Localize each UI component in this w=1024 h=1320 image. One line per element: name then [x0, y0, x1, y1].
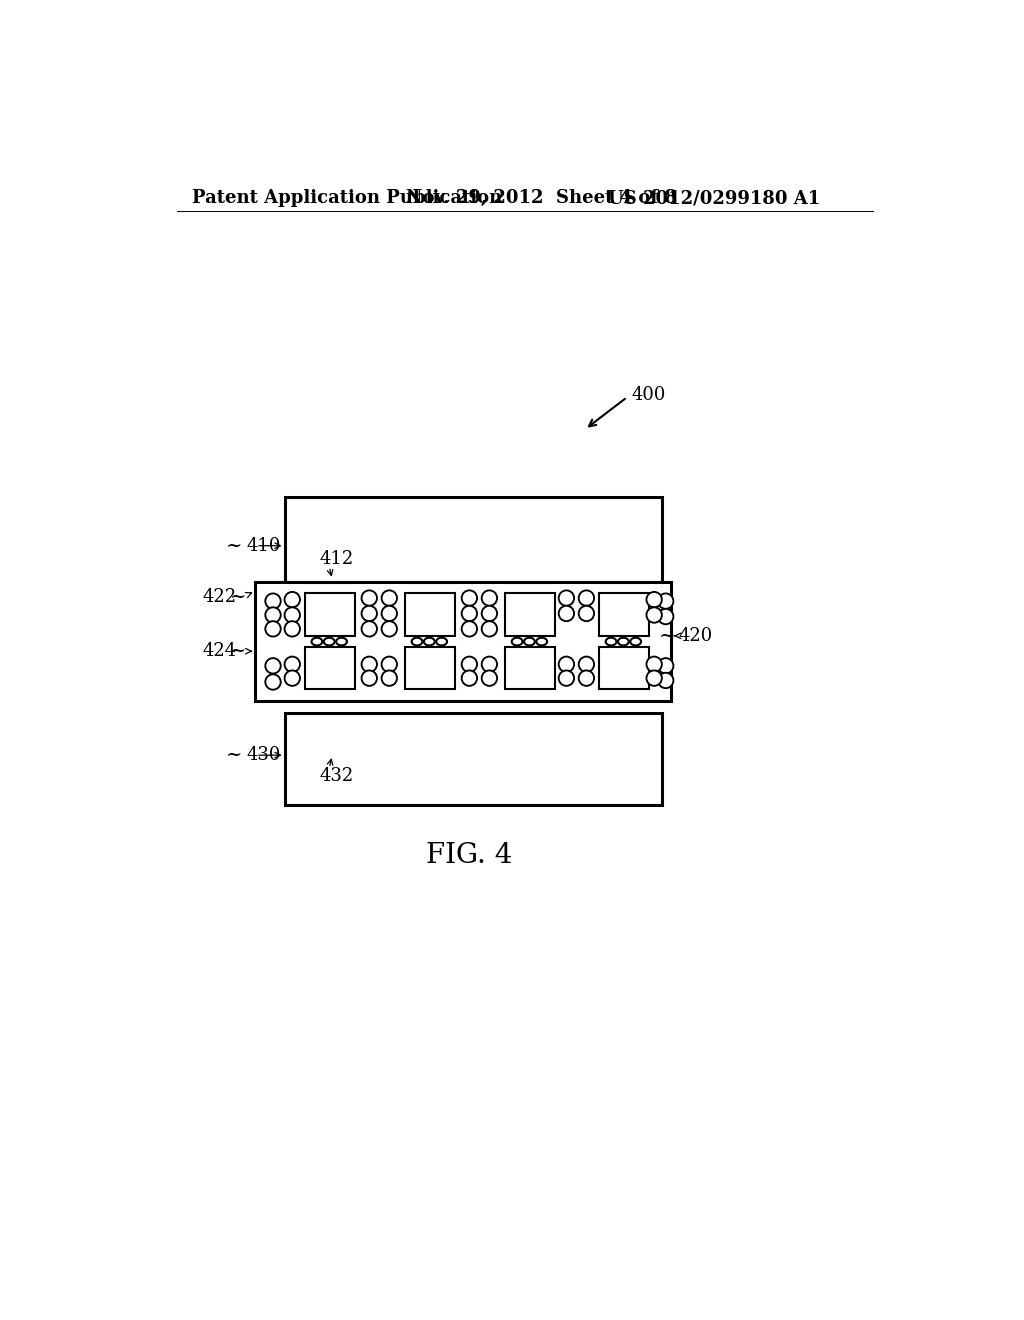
Bar	[285, 498, 662, 590]
Ellipse shape	[524, 638, 535, 645]
Ellipse shape	[285, 622, 300, 636]
Ellipse shape	[265, 594, 281, 609]
Ellipse shape	[646, 607, 662, 623]
Ellipse shape	[559, 590, 574, 606]
Ellipse shape	[537, 638, 547, 645]
Bar	[285, 713, 662, 805]
Ellipse shape	[579, 606, 594, 622]
Bar	[505, 594, 555, 636]
Bar	[404, 647, 455, 689]
Ellipse shape	[646, 591, 662, 607]
Ellipse shape	[424, 638, 435, 645]
Bar	[404, 594, 455, 636]
Ellipse shape	[285, 671, 300, 686]
Ellipse shape	[559, 606, 574, 622]
Ellipse shape	[462, 671, 477, 686]
Ellipse shape	[462, 606, 477, 622]
Text: 422: 422	[203, 589, 237, 606]
Ellipse shape	[382, 590, 397, 606]
Bar	[304, 594, 354, 636]
Bar	[255, 582, 671, 701]
Ellipse shape	[512, 638, 522, 645]
Ellipse shape	[361, 590, 377, 606]
Ellipse shape	[658, 609, 674, 624]
Ellipse shape	[361, 606, 377, 622]
Ellipse shape	[382, 656, 397, 672]
Bar	[599, 647, 649, 689]
Ellipse shape	[324, 638, 335, 645]
Ellipse shape	[462, 622, 477, 636]
Ellipse shape	[481, 671, 497, 686]
Ellipse shape	[481, 622, 497, 636]
Ellipse shape	[605, 638, 616, 645]
Ellipse shape	[481, 656, 497, 672]
Ellipse shape	[285, 591, 300, 607]
Ellipse shape	[265, 659, 281, 673]
Ellipse shape	[658, 659, 674, 673]
Text: 410: 410	[246, 537, 281, 554]
Text: 412: 412	[319, 550, 353, 568]
Ellipse shape	[462, 590, 477, 606]
Ellipse shape	[311, 638, 323, 645]
Ellipse shape	[579, 671, 594, 686]
Ellipse shape	[658, 673, 674, 688]
Ellipse shape	[559, 656, 574, 672]
Ellipse shape	[336, 638, 347, 645]
Text: ~: ~	[658, 627, 675, 644]
Text: ~: ~	[226, 537, 243, 554]
Bar	[599, 594, 649, 636]
Text: 424: 424	[203, 643, 237, 660]
Text: 400: 400	[631, 385, 666, 404]
Ellipse shape	[382, 606, 397, 622]
Ellipse shape	[361, 622, 377, 636]
Ellipse shape	[265, 675, 281, 689]
Ellipse shape	[285, 607, 300, 623]
Ellipse shape	[462, 656, 477, 672]
Bar	[505, 647, 555, 689]
Ellipse shape	[361, 656, 377, 672]
Ellipse shape	[646, 671, 662, 686]
Ellipse shape	[285, 656, 300, 672]
Ellipse shape	[361, 671, 377, 686]
Ellipse shape	[265, 607, 281, 623]
Ellipse shape	[631, 638, 641, 645]
Ellipse shape	[559, 671, 574, 686]
Ellipse shape	[412, 638, 422, 645]
Ellipse shape	[382, 671, 397, 686]
Bar	[304, 647, 354, 689]
Text: US 2012/0299180 A1: US 2012/0299180 A1	[608, 190, 820, 207]
Ellipse shape	[579, 590, 594, 606]
Text: 420: 420	[679, 627, 713, 644]
Ellipse shape	[481, 590, 497, 606]
Ellipse shape	[436, 638, 447, 645]
Text: ~: ~	[229, 643, 246, 660]
Text: 430: 430	[246, 746, 281, 764]
Text: ~: ~	[226, 746, 243, 764]
Text: ~: ~	[229, 589, 246, 606]
Ellipse shape	[265, 622, 281, 636]
Text: Nov. 29, 2012  Sheet 4 of 8: Nov. 29, 2012 Sheet 4 of 8	[407, 190, 677, 207]
Ellipse shape	[382, 622, 397, 636]
Text: FIG. 4: FIG. 4	[426, 842, 513, 869]
Text: Patent Application Publication: Patent Application Publication	[193, 190, 503, 207]
Ellipse shape	[646, 656, 662, 672]
Ellipse shape	[579, 656, 594, 672]
Ellipse shape	[481, 606, 497, 622]
Ellipse shape	[658, 594, 674, 609]
Ellipse shape	[617, 638, 629, 645]
Text: 432: 432	[319, 767, 353, 785]
